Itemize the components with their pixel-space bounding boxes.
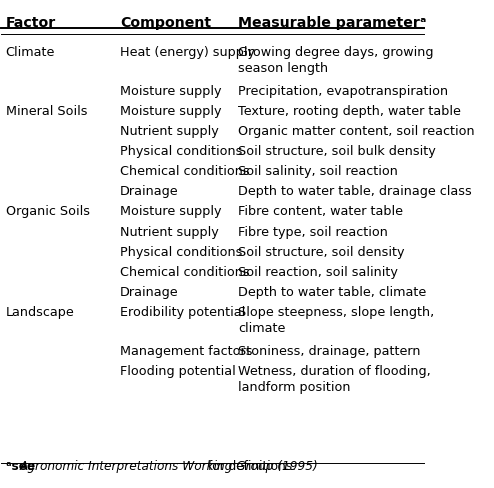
Text: Nutrient supply: Nutrient supply: [120, 225, 218, 239]
Text: Slope steepness, slope length,
climate: Slope steepness, slope length, climate: [238, 306, 435, 335]
Text: Landscape: Landscape: [5, 306, 75, 319]
Text: Moisture supply: Moisture supply: [120, 205, 221, 219]
Text: Physical conditions: Physical conditions: [120, 245, 242, 259]
Text: Depth to water table, drainage class: Depth to water table, drainage class: [238, 185, 472, 198]
Text: Wetness, duration of flooding,
landform position: Wetness, duration of flooding, landform …: [238, 365, 431, 394]
Text: Drainage: Drainage: [120, 286, 178, 299]
Text: Mineral Soils: Mineral Soils: [5, 105, 87, 118]
Text: Flooding potential: Flooding potential: [120, 365, 236, 378]
Text: Fibre content, water table: Fibre content, water table: [238, 205, 403, 219]
Text: Chemical conditions: Chemical conditions: [120, 165, 249, 178]
Text: ᵃsee: ᵃsee: [5, 460, 39, 473]
Text: for definitions.: for definitions.: [204, 460, 295, 473]
Text: Factor: Factor: [5, 16, 56, 30]
Text: Soil structure, soil bulk density: Soil structure, soil bulk density: [238, 145, 436, 158]
Text: Soil salinity, soil reaction: Soil salinity, soil reaction: [238, 165, 398, 178]
Text: Organic Soils: Organic Soils: [5, 205, 89, 219]
Text: Component: Component: [120, 16, 211, 30]
Text: Texture, rooting depth, water table: Texture, rooting depth, water table: [238, 105, 461, 118]
Text: Physical conditions: Physical conditions: [120, 145, 242, 158]
Text: Management factors: Management factors: [120, 345, 252, 358]
Text: Chemical conditions: Chemical conditions: [120, 266, 249, 279]
Text: Fibre type, soil reaction: Fibre type, soil reaction: [238, 225, 388, 239]
Text: Heat (energy) supply: Heat (energy) supply: [120, 46, 255, 59]
Text: Precipitation, evapotranspiration: Precipitation, evapotranspiration: [238, 84, 449, 98]
Text: Organic matter content, soil reaction: Organic matter content, soil reaction: [238, 125, 475, 138]
Text: Soil structure, soil density: Soil structure, soil density: [238, 245, 405, 259]
Text: Moisture supply: Moisture supply: [120, 84, 221, 98]
Text: Stoniness, drainage, pattern: Stoniness, drainage, pattern: [238, 345, 421, 358]
Text: Moisture supply: Moisture supply: [120, 105, 221, 118]
Text: Measurable parameterᵃ: Measurable parameterᵃ: [238, 16, 427, 30]
Text: Erodibility potential: Erodibility potential: [120, 306, 245, 319]
Text: Climate: Climate: [5, 46, 55, 59]
Text: Depth to water table, climate: Depth to water table, climate: [238, 286, 426, 299]
Text: Nutrient supply: Nutrient supply: [120, 125, 218, 138]
Text: Soil reaction, soil salinity: Soil reaction, soil salinity: [238, 266, 398, 279]
Text: Drainage: Drainage: [120, 185, 178, 198]
Text: Growing degree days, growing
season length: Growing degree days, growing season leng…: [238, 46, 434, 75]
Text: Agronomic Interpretations Working Group (1995): Agronomic Interpretations Working Group …: [20, 460, 318, 473]
